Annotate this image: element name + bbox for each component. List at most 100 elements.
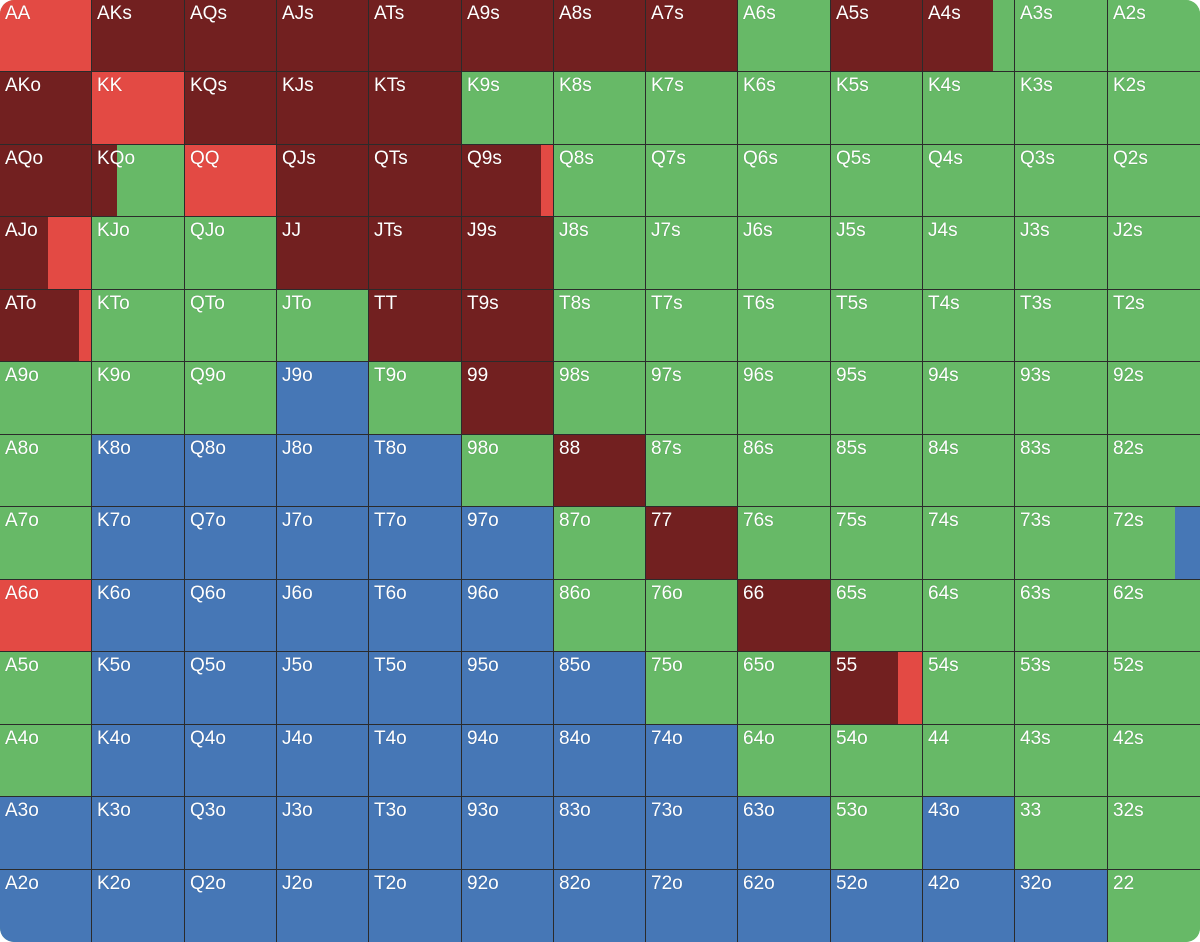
hand-cell[interactable]: 85s [831,435,923,507]
hand-cell[interactable]: 86o [554,580,646,652]
hand-cell[interactable]: 85o [554,652,646,725]
hand-cell[interactable]: TT [369,290,462,362]
hand-cell[interactable]: J4o [277,725,369,797]
hand-cell[interactable]: 75s [831,507,923,580]
hand-cell[interactable]: KQs [185,72,277,145]
hand-cell[interactable]: J7s [646,217,738,290]
hand-cell[interactable]: A9s [462,0,554,72]
hand-cell[interactable]: J2s [1108,217,1200,290]
hand-cell[interactable]: J5o [277,652,369,725]
hand-cell[interactable]: J6o [277,580,369,652]
hand-cell[interactable]: 93o [462,797,554,870]
hand-cell[interactable]: 82s [1108,435,1200,507]
hand-cell[interactable]: Q4s [923,145,1015,217]
hand-cell[interactable]: 32o [1015,870,1108,942]
hand-cell[interactable]: JTo [277,290,369,362]
hand-cell[interactable]: Q3o [185,797,277,870]
hand-cell[interactable]: 42o [923,870,1015,942]
hand-cell[interactable]: 97o [462,507,554,580]
hand-cell[interactable]: ATo [0,290,92,362]
hand-cell[interactable]: T2o [369,870,462,942]
hand-cell[interactable]: JTs [369,217,462,290]
hand-cell[interactable]: 83o [554,797,646,870]
hand-cell[interactable]: J8s [554,217,646,290]
hand-cell[interactable]: K7o [92,507,185,580]
hand-cell[interactable]: Q9o [185,362,277,435]
hand-cell[interactable]: 75o [646,652,738,725]
hand-cell[interactable]: 77 [646,507,738,580]
hand-cell[interactable]: KTs [369,72,462,145]
hand-cell[interactable]: A3s [1015,0,1108,72]
hand-cell[interactable]: KJs [277,72,369,145]
hand-cell[interactable]: A7o [0,507,92,580]
hand-cell[interactable]: 95o [462,652,554,725]
hand-cell[interactable]: J6s [738,217,831,290]
hand-cell[interactable]: KQo [92,145,185,217]
hand-cell[interactable]: J9o [277,362,369,435]
hand-cell[interactable]: A7s [646,0,738,72]
hand-cell[interactable]: 73s [1015,507,1108,580]
hand-cell[interactable]: K2s [1108,72,1200,145]
hand-cell[interactable]: 43o [923,797,1015,870]
hand-cell[interactable]: 82o [554,870,646,942]
hand-cell[interactable]: A5s [831,0,923,72]
hand-cell[interactable]: Q4o [185,725,277,797]
hand-cell[interactable]: 98o [462,435,554,507]
hand-cell[interactable]: J3s [1015,217,1108,290]
hand-cell[interactable]: QJs [277,145,369,217]
hand-cell[interactable]: 86s [738,435,831,507]
hand-cell[interactable]: K5o [92,652,185,725]
hand-cell[interactable]: KTo [92,290,185,362]
hand-cell[interactable]: Q8s [554,145,646,217]
hand-cell[interactable]: 62o [738,870,831,942]
hand-cell[interactable]: 44 [923,725,1015,797]
hand-cell[interactable]: Q6o [185,580,277,652]
hand-cell[interactable]: 74o [646,725,738,797]
hand-cell[interactable]: QTo [185,290,277,362]
hand-cell[interactable]: Q5o [185,652,277,725]
hand-cell[interactable]: 63s [1015,580,1108,652]
hand-cell[interactable]: A4o [0,725,92,797]
hand-cell[interactable]: 54o [831,725,923,797]
hand-cell[interactable]: Q7o [185,507,277,580]
hand-cell[interactable]: 96o [462,580,554,652]
hand-cell[interactable]: Q9s [462,145,554,217]
hand-cell[interactable]: A3o [0,797,92,870]
hand-cell[interactable]: ATs [369,0,462,72]
hand-cell[interactable]: A2o [0,870,92,942]
hand-cell[interactable]: K8o [92,435,185,507]
hand-cell[interactable]: AKo [0,72,92,145]
hand-cell[interactable]: J4s [923,217,1015,290]
hand-cell[interactable]: 76o [646,580,738,652]
hand-cell[interactable]: J7o [277,507,369,580]
hand-cell[interactable]: T4o [369,725,462,797]
hand-cell[interactable]: T6o [369,580,462,652]
hand-cell[interactable]: 33 [1015,797,1108,870]
hand-cell[interactable]: 64s [923,580,1015,652]
hand-cell[interactable]: J8o [277,435,369,507]
hand-cell[interactable]: K4s [923,72,1015,145]
hand-cell[interactable]: 95s [831,362,923,435]
hand-cell[interactable]: T8s [554,290,646,362]
hand-cell[interactable]: 52o [831,870,923,942]
hand-cell[interactable]: 62s [1108,580,1200,652]
hand-cell[interactable]: 53s [1015,652,1108,725]
hand-cell[interactable]: K3o [92,797,185,870]
hand-cell[interactable]: Q8o [185,435,277,507]
hand-cell[interactable]: 32s [1108,797,1200,870]
hand-cell[interactable]: A8o [0,435,92,507]
hand-cell[interactable]: A4s [923,0,1015,72]
hand-cell[interactable]: K6s [738,72,831,145]
hand-cell[interactable]: 72s [1108,507,1200,580]
hand-cell[interactable]: 87o [554,507,646,580]
hand-cell[interactable]: Q5s [831,145,923,217]
hand-cell[interactable]: 65s [831,580,923,652]
hand-cell[interactable]: A8s [554,0,646,72]
hand-cell[interactable]: QJo [185,217,277,290]
hand-cell[interactable]: A9o [0,362,92,435]
hand-cell[interactable]: 65o [738,652,831,725]
hand-cell[interactable]: KJo [92,217,185,290]
hand-cell[interactable]: T3o [369,797,462,870]
hand-cell[interactable]: 66 [738,580,831,652]
hand-cell[interactable]: 99 [462,362,554,435]
